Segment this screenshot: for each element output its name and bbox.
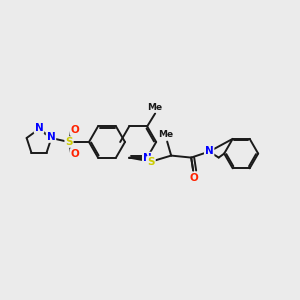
Text: N: N bbox=[143, 153, 152, 163]
Text: N: N bbox=[46, 132, 56, 142]
Text: S: S bbox=[65, 137, 73, 147]
Text: S: S bbox=[147, 157, 155, 166]
Text: N: N bbox=[205, 146, 214, 156]
Text: O: O bbox=[70, 149, 80, 159]
Text: Me: Me bbox=[159, 130, 174, 139]
Text: O: O bbox=[190, 172, 199, 183]
Text: Me: Me bbox=[148, 103, 163, 112]
Text: O: O bbox=[70, 125, 80, 135]
Text: N: N bbox=[34, 123, 43, 133]
